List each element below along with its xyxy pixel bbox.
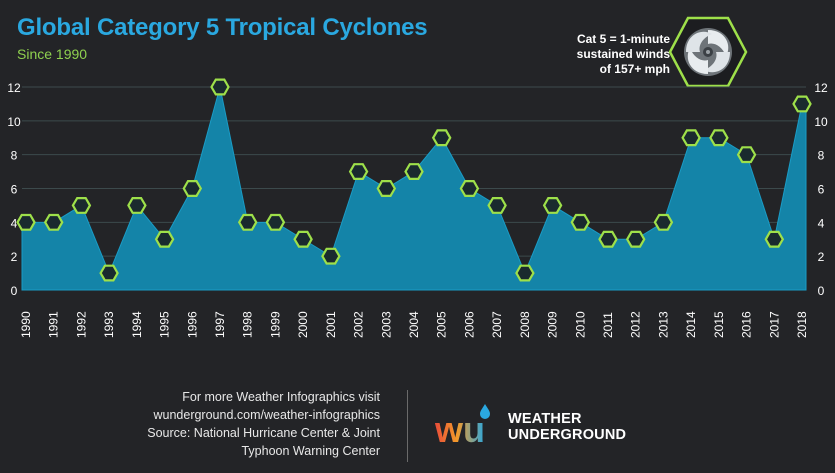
- footer-line: For more Weather Infographics visit: [182, 390, 380, 404]
- x-tick-label: 2000: [296, 311, 310, 338]
- data-point-marker: [653, 213, 674, 231]
- footer-link[interactable]: wunderground.com/weather-infographics: [153, 408, 380, 422]
- category-definition-note: Cat 5 = 1-minute sustained winds of 157+…: [520, 32, 670, 77]
- x-tick-label: 2008: [518, 311, 532, 338]
- y-tick-label-right: 6: [818, 183, 825, 197]
- data-point-marker: [515, 264, 535, 282]
- data-point-marker: [293, 230, 313, 248]
- x-tick-label: 1994: [130, 311, 144, 338]
- data-point-marker: [376, 180, 397, 197]
- chart-title: Global Category 5 Tropical Cyclones: [17, 14, 428, 41]
- data-point-marker: [542, 197, 563, 214]
- note-line: sustained winds: [576, 47, 670, 61]
- data-point-marker: [736, 146, 757, 164]
- data-point-marker: [210, 78, 230, 96]
- x-tick-label: 2011: [601, 312, 615, 338]
- logo-lettering: wu: [435, 409, 485, 448]
- x-tick-label: 2016: [740, 311, 754, 338]
- footer-divider: [407, 390, 408, 462]
- data-point-marker: [681, 129, 701, 147]
- y-tick-label-right: 2: [818, 250, 825, 264]
- brand-name[interactable]: WEATHER UNDERGROUND: [508, 411, 626, 443]
- data-point-marker: [570, 213, 591, 231]
- note-line: Cat 5 = 1-minute: [576, 32, 670, 46]
- x-tick-label: 1996: [185, 311, 199, 338]
- note-line: of 157+ mph: [599, 62, 670, 76]
- data-point-marker: [598, 230, 618, 248]
- y-axis-left: 0 2 4 6 8 10 12: [7, 81, 21, 298]
- x-tick-label: 1992: [74, 311, 88, 338]
- data-point-marker: [154, 230, 175, 248]
- data-point-marker: [625, 230, 646, 248]
- x-tick-label: 1990: [19, 311, 33, 338]
- x-tick-label: 2017: [767, 311, 781, 338]
- x-tick-label: 2012: [629, 311, 643, 338]
- footer-line: Source: National Hurricane Center & Join…: [147, 426, 380, 440]
- x-tick-label: 1997: [213, 311, 227, 338]
- chart-subtitle: Since 1990: [17, 46, 88, 62]
- x-tick-label: 1999: [268, 311, 282, 338]
- weather-underground-logo-icon: wu: [435, 404, 490, 448]
- data-point-marker: [404, 163, 424, 180]
- y-tick-label-right: 8: [818, 149, 825, 163]
- x-tick-label: 2015: [712, 311, 726, 338]
- x-tick-label: 2005: [435, 311, 449, 338]
- data-point-marker: [792, 95, 812, 113]
- x-tick-label: 2010: [573, 311, 587, 338]
- x-tick-label: 2001: [324, 311, 338, 338]
- data-point-marker: [71, 197, 92, 214]
- data-point-marker: [431, 129, 452, 147]
- data-point-marker: [127, 197, 147, 214]
- y-tick-label-left: 8: [11, 149, 18, 163]
- y-tick-label-left: 12: [7, 81, 21, 95]
- y-tick-label-right: 0: [818, 284, 825, 298]
- brand-line-1: WEATHER: [508, 411, 582, 427]
- cyclone-area-chart: 0 2 4 6 8 10 12 0 2 4 6 8 10 12 1990 1991 1992 1993 1994…: [7, 78, 828, 338]
- x-tick-label: 2002: [352, 311, 366, 338]
- data-point-marker: [348, 163, 369, 180]
- x-tick-label: 1998: [241, 311, 255, 338]
- y-axis-right: 0 2 4 6 8 10 12: [814, 81, 828, 298]
- footer-line: Typhoon Warning Center: [241, 444, 380, 458]
- x-axis: 1990 1991 1992 1993 1994 1995 1996 1997 1998 1999…: [19, 311, 809, 338]
- y-tick-label-left: 4: [11, 216, 18, 230]
- x-tick-label: 2006: [462, 311, 476, 338]
- x-tick-label: 1993: [102, 311, 116, 338]
- data-point-marker: [459, 180, 480, 197]
- data-point-marker: [321, 247, 341, 265]
- marker-layer: [16, 78, 812, 282]
- data-point-marker: [16, 213, 36, 231]
- x-tick-label: 2003: [379, 311, 393, 338]
- y-tick-label-left: 10: [7, 115, 21, 129]
- data-point-marker: [709, 129, 729, 147]
- x-tick-label: 2013: [656, 311, 670, 338]
- data-point-marker: [265, 213, 286, 231]
- x-tick-label: 2018: [795, 311, 809, 338]
- y-tick-label-right: 10: [814, 115, 828, 129]
- brand-line-2: UNDERGROUND: [508, 427, 627, 443]
- y-tick-label-left: 2: [11, 250, 18, 264]
- x-tick-label: 1995: [158, 311, 172, 338]
- x-tick-label: 2004: [407, 311, 421, 338]
- x-tick-label: 2009: [546, 311, 560, 338]
- data-point-marker: [99, 264, 119, 282]
- footer-credits: For more Weather Infographics visit wund…: [60, 388, 380, 460]
- y-tick-label-right: 12: [814, 81, 828, 95]
- data-point-marker: [764, 230, 785, 248]
- x-tick-label: 2014: [684, 311, 698, 338]
- y-tick-label-left: 0: [11, 284, 18, 298]
- data-point-marker: [182, 180, 203, 197]
- data-point-marker: [487, 197, 507, 214]
- x-tick-label: 1991: [47, 311, 61, 338]
- hurricane-icon: [668, 16, 748, 88]
- data-point-marker: [43, 213, 64, 231]
- y-tick-label-right: 4: [818, 216, 825, 230]
- x-tick-label: 2007: [490, 311, 504, 338]
- y-tick-label-left: 6: [11, 183, 18, 197]
- data-point-marker: [237, 213, 258, 231]
